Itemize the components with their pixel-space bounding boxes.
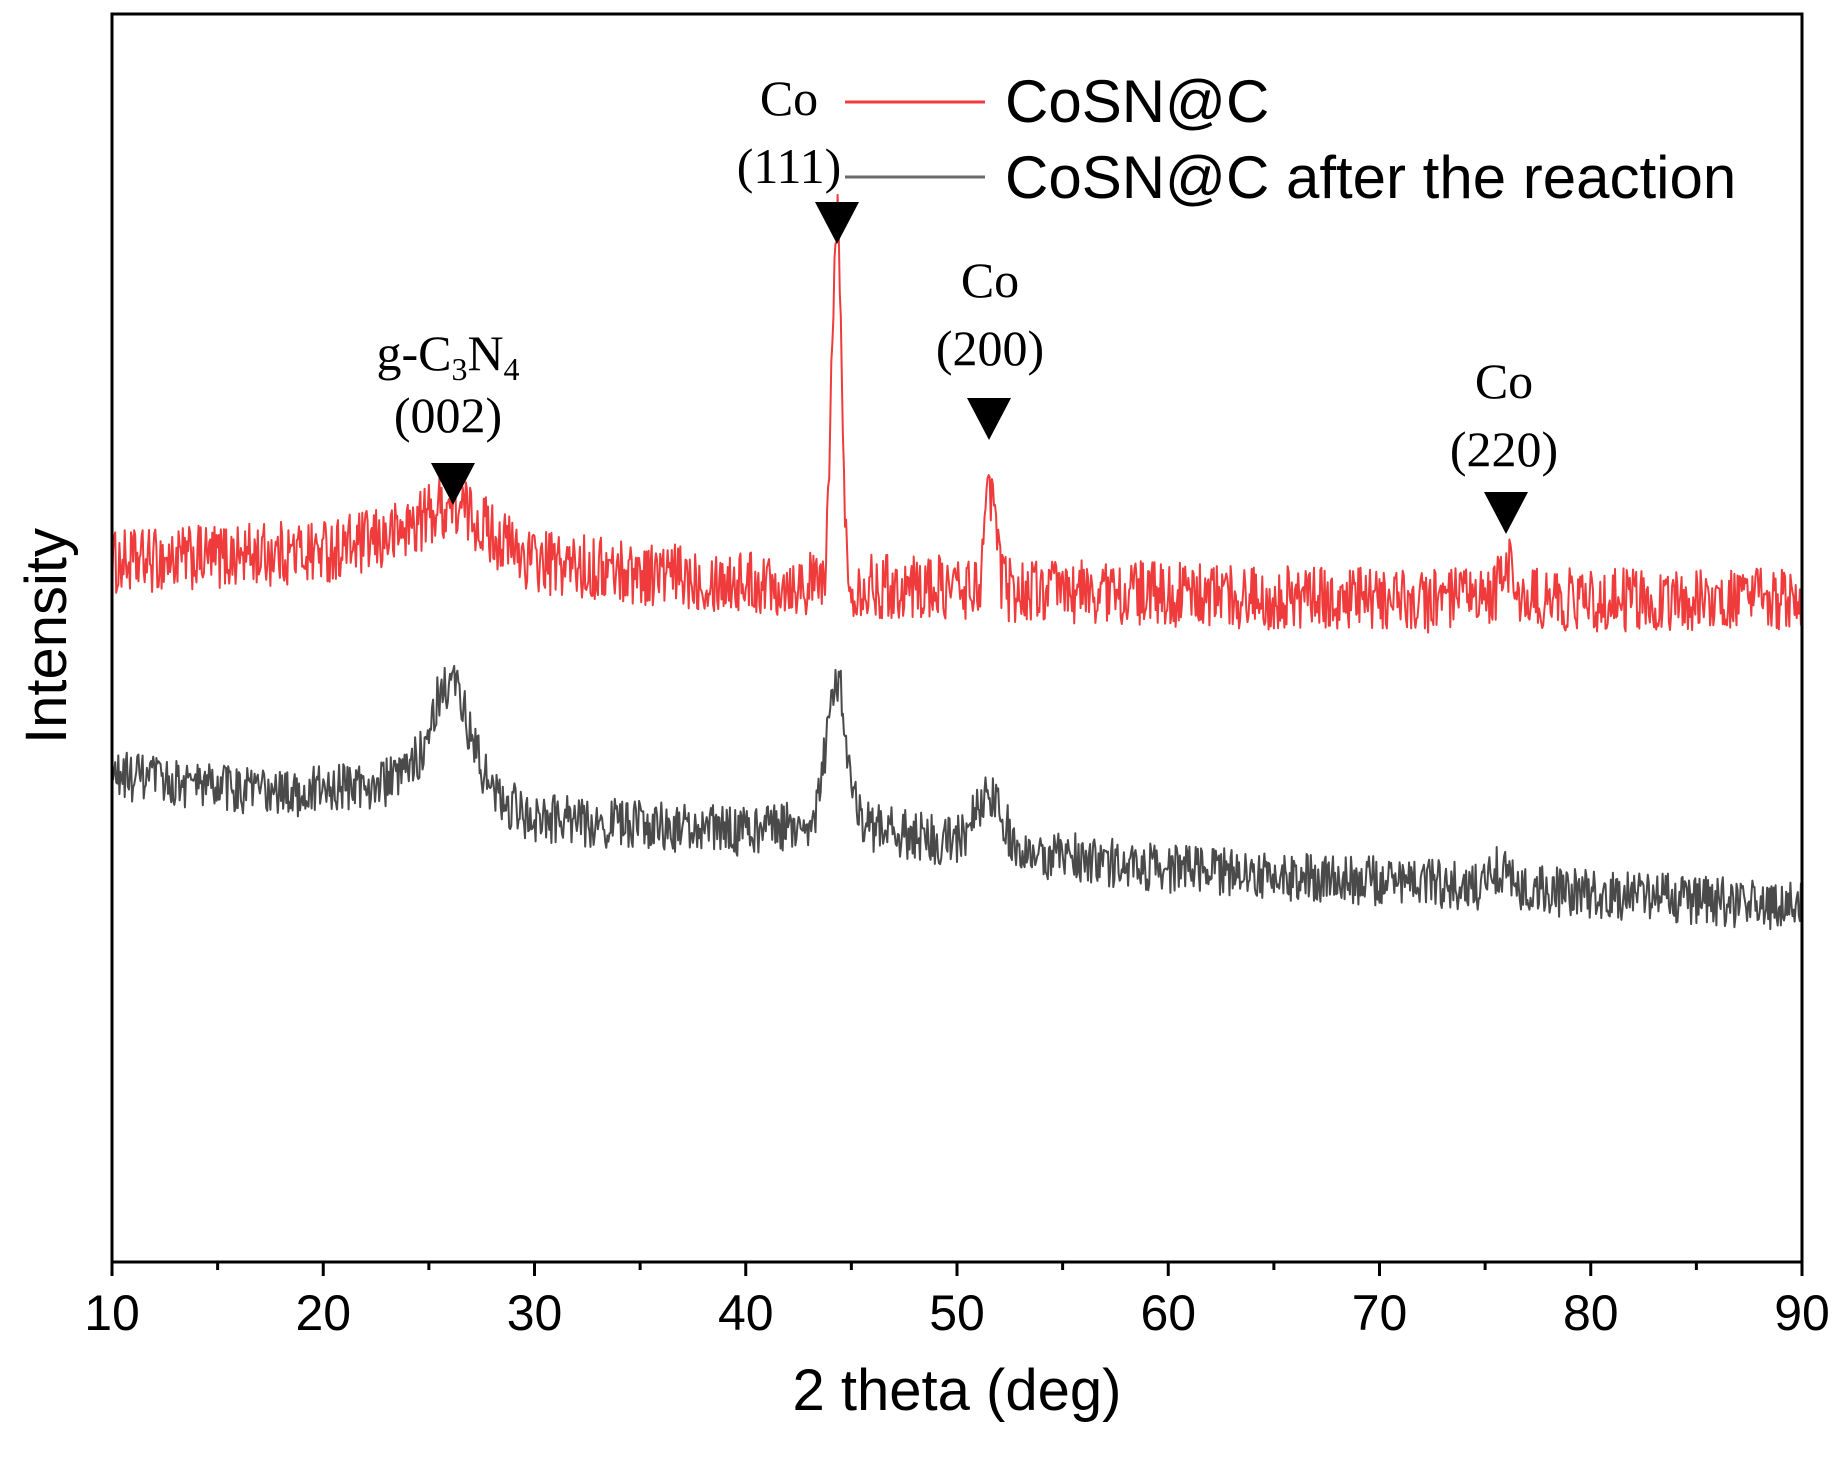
x-axis-tick-labels: 10 20 30 40 50 60 70 80 90 <box>84 1285 1830 1341</box>
marker-triangle-icon <box>815 202 859 244</box>
legend-label-after-reaction: CoSN@C after the reaction <box>1005 144 1736 211</box>
annotation-co-200: Co (200) <box>936 252 1044 440</box>
x-tick-label: 80 <box>1563 1285 1619 1341</box>
annotation-label-co-220: Co <box>1475 353 1533 409</box>
series-layer <box>111 193 1803 931</box>
y-axis-title: Intensity <box>14 528 79 744</box>
series-line-cosn-c-after-reaction <box>111 664 1803 931</box>
x-tick-label: 70 <box>1352 1285 1408 1341</box>
x-tick-label: 10 <box>84 1285 140 1341</box>
x-tick-label: 90 <box>1774 1285 1830 1341</box>
x-axis-title: 2 theta (deg) <box>793 1358 1122 1423</box>
x-tick-label: 30 <box>507 1285 563 1341</box>
marker-triangle-icon <box>1484 492 1528 534</box>
legend: CoSN@C CoSN@C after the reaction <box>845 68 1736 211</box>
x-tick-label: 20 <box>295 1285 351 1341</box>
series-line-cosn-c <box>111 193 1803 634</box>
legend-label-cosn-c: CoSN@C <box>1005 68 1269 135</box>
annotation-label-co-200: Co <box>961 252 1019 308</box>
marker-triangle-icon <box>431 463 475 505</box>
annotation-peak-002: (002) <box>394 387 502 443</box>
marker-triangle-icon <box>967 398 1011 440</box>
annotation-co-220: Co (220) <box>1450 353 1558 534</box>
annotation-label-co-111: Co <box>760 70 818 126</box>
annotation-peak-111: (111) <box>737 138 842 194</box>
annotation-peak-220: (220) <box>1450 421 1558 477</box>
x-tick-label: 60 <box>1140 1285 1196 1341</box>
annotation-co-111: Co (111) <box>737 70 859 244</box>
annotation-g-c3n4: g-C3N4 (002) <box>376 325 520 505</box>
annotation-peak-200: (200) <box>936 320 1044 376</box>
x-tick-label: 50 <box>929 1285 985 1341</box>
x-tick-label: 40 <box>718 1285 774 1341</box>
annotation-label-g-c3n4: g-C3N4 <box>376 325 519 387</box>
x-axis-ticks <box>110 1262 1804 1276</box>
